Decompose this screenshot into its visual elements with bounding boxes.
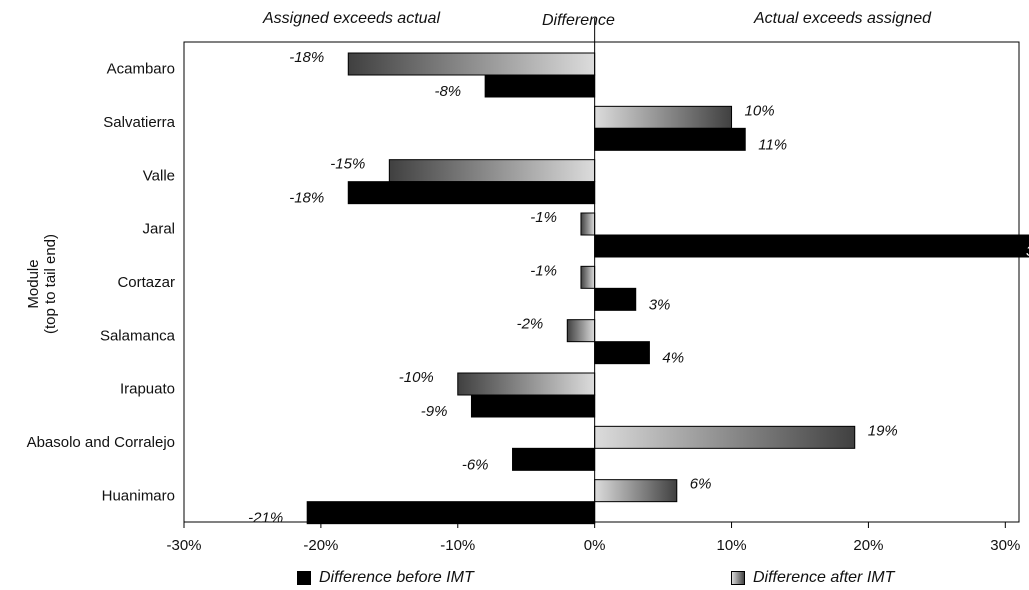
bar-before-4 (594, 287, 637, 311)
data-label-before-8: -21% (248, 510, 283, 527)
bar-before-5 (594, 341, 650, 365)
category-label-0: Acambaro (107, 61, 175, 78)
bar-after-2 (388, 159, 596, 183)
data-label-after-2: -15% (330, 156, 365, 173)
x-tick-label-0: -30% (166, 537, 201, 554)
plot-frame (183, 41, 1020, 523)
legend-item-before: Difference before IMT (297, 569, 474, 587)
data-label-after-0: -18% (289, 49, 324, 66)
category-label-2: Valle (143, 167, 175, 184)
x-tick-label-1: -20% (303, 537, 338, 554)
data-label-after-1: 10% (745, 102, 775, 119)
data-label-before-5: 4% (662, 350, 684, 367)
category-label-6: Irapuato (120, 381, 175, 398)
data-label-after-3: -1% (530, 209, 557, 226)
legend-item-after: Difference after IMT (731, 569, 894, 587)
x-tick-label-4: 10% (717, 537, 747, 554)
header-difference: Difference (542, 12, 615, 29)
x-tick-label-5: 20% (853, 537, 883, 554)
data-label-after-7: 19% (868, 422, 898, 439)
legend-swatch-after (731, 571, 745, 585)
bar-before-7 (512, 447, 596, 471)
data-label-after-4: -1% (530, 262, 557, 279)
legend-swatch-before (297, 571, 311, 585)
bar-after-3 (580, 212, 596, 236)
x-tick-label-2: -10% (440, 537, 475, 554)
bar-before-8 (306, 501, 596, 525)
data-label-after-8: 6% (690, 476, 712, 493)
header-assigned-exceeds-actual: Assigned exceeds actual (263, 10, 440, 27)
data-label-before-2: -18% (289, 190, 324, 207)
legend-label-after: Difference after IMT (753, 569, 895, 586)
bar-before-6 (470, 394, 596, 418)
y-axis-label-line-1: (top to tail end) (42, 234, 59, 334)
data-label-before-7: -6% (462, 456, 489, 473)
category-label-5: Salamanca (100, 327, 176, 344)
category-label-3: Jaral (142, 221, 175, 238)
bar-after-7 (594, 425, 856, 449)
bar-after-1 (594, 105, 733, 129)
data-label-before-1: 11% (758, 136, 787, 153)
data-label-before-3: 34% (1026, 243, 1029, 260)
bar-after-6 (457, 372, 596, 396)
bar-after-5 (566, 319, 596, 343)
bar-before-3 (594, 234, 1029, 258)
bar-after-8 (594, 479, 678, 503)
category-label-8: Huanimaro (102, 487, 175, 504)
header-actual-exceeds-assigned: Actual exceeds assigned (754, 10, 931, 27)
y-axis-label: Module(top to tail end) (25, 234, 59, 334)
bar-after-4 (580, 265, 596, 289)
data-label-before-0: -8% (434, 83, 461, 100)
category-label-4: Cortazar (117, 274, 175, 291)
category-label-1: Salvatierra (103, 114, 175, 131)
data-label-after-6: -10% (399, 369, 434, 386)
x-tick-label-6: 30% (990, 537, 1020, 554)
bar-before-2 (347, 181, 596, 205)
data-label-before-6: -9% (421, 403, 448, 420)
data-label-before-4: 3% (649, 296, 671, 313)
y-axis-label-line-0: Module (25, 259, 42, 308)
bar-before-1 (594, 127, 746, 151)
category-label-7: Abasolo and Corralejo (27, 434, 175, 451)
x-tick-label-3: 0% (584, 537, 606, 554)
data-label-after-5: -2% (517, 316, 544, 333)
bar-after-0 (347, 52, 596, 76)
legend-label-before: Difference before IMT (319, 569, 474, 586)
bar-before-0 (484, 74, 596, 98)
